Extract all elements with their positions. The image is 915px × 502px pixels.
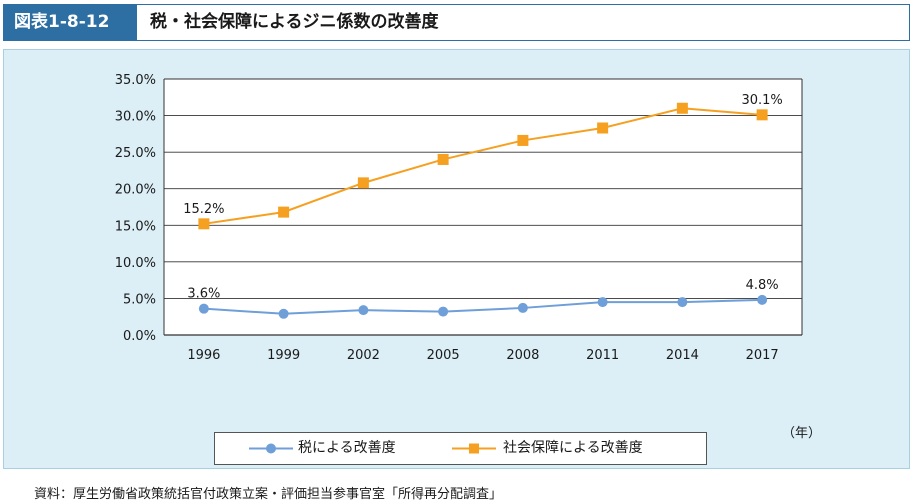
legend-marker-tax-icon (249, 443, 293, 454)
data-point (278, 206, 290, 218)
data-point (676, 102, 688, 114)
y-tick-label: 0.0% (123, 329, 156, 344)
plot-area (164, 79, 802, 335)
series-line-0 (203, 298, 763, 315)
y-tick-label: 15.0% (115, 219, 156, 234)
source-note: 資料：厚生労働省政策統括官付政策立案・評価担当参事官室「所得再分配調査」 (34, 487, 503, 502)
y-tick-label: 5.0% (123, 292, 156, 307)
figure-header: 図表1-8-12 税・社会保障によるジニ係数の改善度 (3, 4, 910, 41)
figure-title: 税・社会保障によるジニ係数の改善度 (150, 12, 439, 32)
x-tick-label: 1999 (267, 348, 300, 363)
data-point (358, 305, 369, 316)
x-tick-label: 2008 (506, 348, 539, 363)
legend-marker-social-security-icon (452, 443, 496, 454)
data-point (597, 122, 609, 134)
y-tick-label: 35.0% (115, 73, 156, 88)
chart-panel: 0.0% 5.0% 10.0% 15.0% 20.0% 25.0% 30.0% 35.0% 19… (3, 49, 910, 502)
x-tick-label: 1996 (187, 348, 220, 363)
data-point (517, 134, 529, 146)
data-point (438, 306, 449, 317)
x-tick-label: 2002 (347, 348, 380, 363)
x-tick-label: 2005 (427, 348, 460, 363)
data-point (597, 297, 608, 308)
data-label: 4.8% (746, 278, 779, 293)
chart-legend: 税による改善度 社会保障による改善度 (214, 432, 707, 465)
data-label: 3.6% (187, 287, 220, 302)
x-axis-unit: （年） (782, 426, 822, 441)
data-label: 15.2% (183, 202, 224, 217)
data-point (278, 308, 289, 319)
data-point (677, 297, 688, 308)
data-point (757, 294, 768, 305)
line-chart: 0.0% 5.0% 10.0% 15.0% 20.0% 25.0% 30.0% 35.0% 19… (115, 73, 803, 363)
data-point (517, 302, 528, 313)
y-tick-label: 30.0% (115, 110, 156, 125)
data-point (198, 303, 209, 314)
x-tick-label: 2017 (746, 348, 779, 363)
data-point (357, 177, 369, 189)
y-tick-label: 25.0% (115, 146, 156, 161)
data-point (437, 153, 449, 165)
legend-label-social-security: 社会保障による改善度 (503, 440, 643, 456)
legend-label-tax: 税による改善度 (298, 440, 396, 456)
figure-number: 図表1-8-12 (4, 5, 137, 40)
data-point (198, 218, 210, 230)
data-point (756, 109, 768, 121)
series-line-1 (203, 107, 763, 225)
data-label: 30.1% (741, 93, 782, 108)
x-tick-label: 2014 (666, 348, 699, 363)
x-tick-label: 2011 (586, 348, 619, 363)
y-tick-label: 10.0% (115, 256, 156, 271)
y-tick-label: 20.0% (115, 183, 156, 198)
